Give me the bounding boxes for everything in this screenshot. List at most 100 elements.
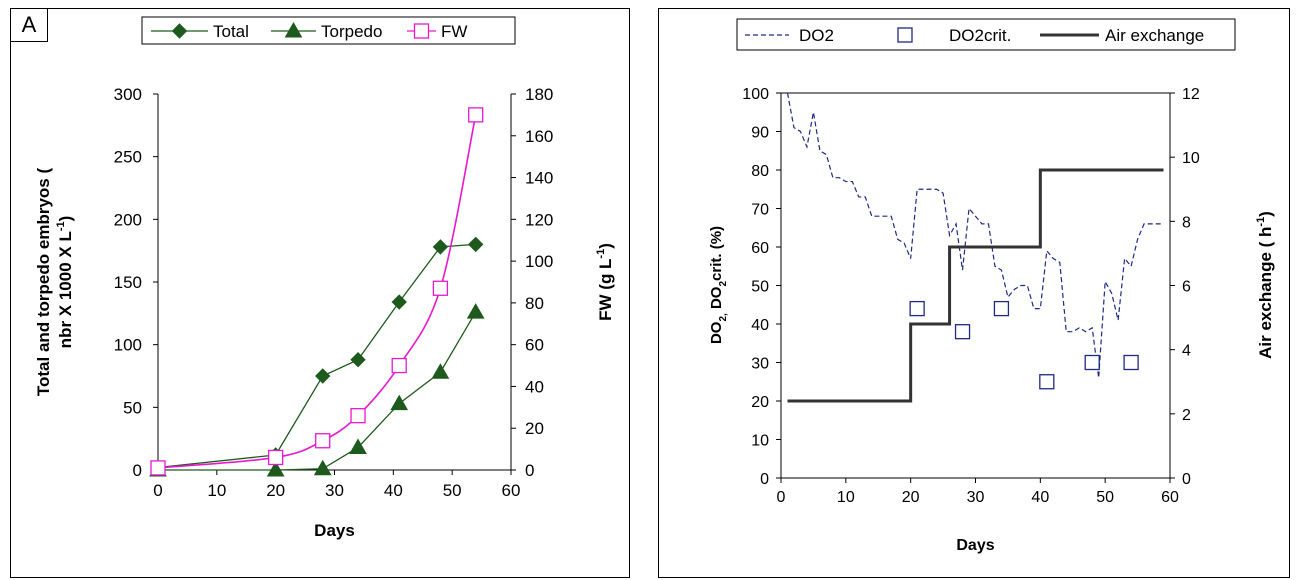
y2-tick-label: 60 (525, 336, 544, 355)
legend: DO2 DO2crit. Air exchange (736, 18, 1236, 51)
chart-b-svg: 0 10 20 30 40 50 60010203040506070809010002468… (708, 18, 1275, 554)
chart-panel-b: 0 10 20 30 40 50 60 0 10 20 30 40 50 60 70 80 90 100 0 2 4 6 8… (658, 8, 1290, 578)
y2-axis-label: Air exchange ( h-1) (1255, 211, 1275, 359)
y2-tick-label: 100 (525, 252, 553, 271)
x-tick-label: 60 (502, 481, 521, 500)
y-tick-label: 100 (742, 86, 769, 103)
y2-tick-label: 20 (525, 419, 544, 438)
x-tick-label: 10 (207, 481, 226, 500)
data-point (315, 368, 331, 384)
x-tick-label: 60 (1161, 489, 1179, 506)
legend-box (736, 18, 1236, 51)
y-tick-label: 60 (751, 240, 769, 257)
data-point (350, 351, 366, 368)
legend-label: DO2crit. (949, 26, 1011, 45)
data-point (909, 300, 925, 317)
legend-label: Torpedo (321, 22, 382, 41)
data-point (350, 408, 366, 424)
x-tick-label: 20 (266, 481, 285, 500)
y-tick-label: 50 (751, 279, 769, 296)
x-tick-label: 50 (1096, 489, 1114, 506)
series-do2 (786, 92, 1164, 378)
y-tick-label: 40 (751, 317, 769, 334)
y-tick-label: 10 (751, 433, 769, 450)
x-tick-label: 30 (325, 481, 344, 500)
y2-tick-label: 140 (525, 169, 553, 188)
legend-marker (413, 23, 430, 39)
y2-tick-label: 80 (525, 294, 544, 313)
y-tick-label: 80 (751, 163, 769, 180)
legend-label: FW (441, 22, 467, 41)
series-torpedo (149, 303, 485, 477)
y2-tick-label: 10 (1182, 150, 1200, 167)
legend-marker (897, 27, 913, 43)
y-tick-label: 200 (114, 210, 142, 229)
x-tick-label: 0 (777, 489, 786, 506)
y-axis-label: Total and torpedo embryos (nbr X 1000 X … (34, 168, 75, 397)
y2-tick-label: 180 (525, 85, 553, 104)
data-point (431, 363, 450, 379)
y-tick-label: 250 (114, 148, 142, 167)
y-tick-label: 0 (760, 471, 769, 488)
legend-marker (284, 21, 303, 38)
legend: Total Torpedo FW (141, 16, 516, 45)
data-point (954, 324, 971, 340)
y-tick-label: 50 (123, 398, 142, 417)
data-point (1084, 354, 1100, 371)
y-tick-label: 150 (114, 273, 142, 292)
x-tick-label: 30 (967, 489, 985, 506)
series-do2crit (909, 300, 1139, 390)
data-point (315, 433, 331, 449)
y2-tick-label: 8 (1182, 214, 1191, 231)
x-axis-label: Days (314, 521, 355, 540)
data-point (468, 107, 484, 123)
x-axis-label: Days (956, 537, 994, 554)
data-point (993, 300, 1010, 317)
y2-tick-label: 4 (1182, 343, 1191, 360)
chart-a-svg: 0 10 20 30 40 50 60050100150200250300020406080… (34, 16, 615, 540)
y-tick-label: 20 (751, 394, 769, 411)
legend-label: DO2 (799, 26, 834, 45)
y-tick-label: 90 (751, 125, 769, 142)
panel-letter: A (11, 9, 48, 42)
y2-tick-label: 120 (525, 210, 553, 229)
data-point (313, 459, 332, 476)
legend-label: Air exchange (1105, 26, 1204, 45)
y2-tick-label: 2 (1182, 407, 1191, 424)
data-point (432, 239, 449, 255)
y2-tick-label: 160 (525, 127, 553, 146)
y-tick-label: 300 (114, 85, 142, 104)
series-fw (150, 107, 484, 476)
series-line (787, 168, 1164, 403)
series-air-exchange (787, 168, 1164, 403)
y2-tick-label: 6 (1182, 279, 1191, 296)
y-tick-label: 30 (751, 356, 769, 373)
y-tick-label: 100 (114, 336, 142, 355)
legend-label: Total (213, 22, 249, 41)
y-tick-label: 0 (133, 461, 142, 480)
data-point (349, 438, 367, 454)
series-line (157, 114, 477, 469)
data-point (390, 394, 409, 411)
y2-tick-label: 0 (525, 461, 534, 480)
legend-marker (171, 23, 188, 39)
y2-tick-label: 0 (1182, 471, 1191, 488)
y2-tick-label: 12 (1182, 86, 1200, 103)
chart-panel-a: 0 10 20 30 40 50 60 0 50 100 150 200 250 300 0 20 40 60 80… (10, 8, 630, 578)
x-tick-label: 20 (902, 489, 920, 506)
data-point (391, 294, 407, 310)
data-point (467, 236, 484, 253)
data-point (1123, 354, 1139, 371)
y-axis-label: DO2, DO2crit. (%) (708, 226, 729, 344)
data-point (1039, 374, 1055, 390)
x-tick-label: 10 (837, 489, 855, 506)
series-line (786, 92, 1164, 378)
x-tick-label: 0 (153, 481, 162, 500)
data-point (466, 303, 485, 319)
plot-area-border (780, 92, 1171, 479)
x-tick-label: 40 (1031, 489, 1049, 506)
data-point (266, 460, 285, 477)
y-tick-label: 70 (751, 202, 769, 219)
x-tick-label: 50 (443, 481, 462, 500)
x-tick-label: 40 (384, 481, 403, 500)
